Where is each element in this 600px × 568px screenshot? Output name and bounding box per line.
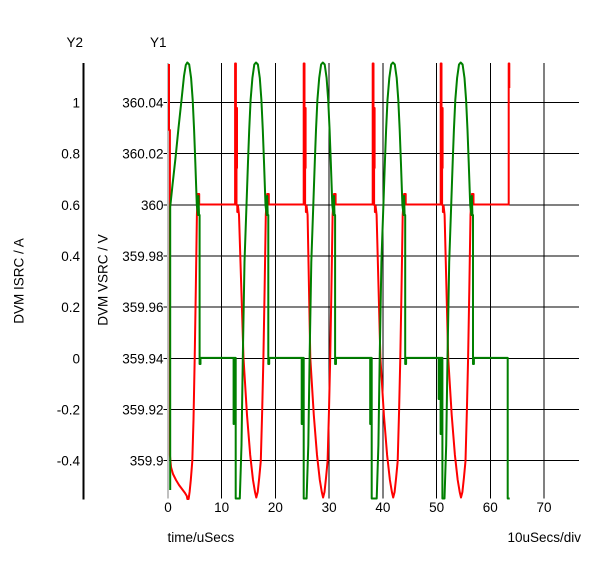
- svg-text:0.8: 0.8: [61, 147, 80, 162]
- svg-text:-0.2: -0.2: [57, 402, 80, 417]
- svg-text:Y2: Y2: [67, 35, 84, 50]
- svg-text:0: 0: [164, 500, 172, 515]
- svg-text:40: 40: [375, 500, 390, 515]
- svg-text:0.6: 0.6: [61, 198, 80, 213]
- svg-text:359.94: 359.94: [122, 351, 164, 366]
- svg-text:Y1: Y1: [150, 35, 167, 50]
- svg-text:10: 10: [214, 500, 229, 515]
- svg-text:50: 50: [429, 500, 444, 515]
- svg-text:359.9: 359.9: [130, 454, 164, 469]
- svg-text:0.2: 0.2: [61, 300, 80, 315]
- svg-text:30: 30: [322, 500, 337, 515]
- svg-text:359.92: 359.92: [122, 402, 163, 417]
- svg-text:360: 360: [141, 198, 164, 213]
- svg-text:20: 20: [268, 500, 283, 515]
- svg-text:DVM ISRC / A: DVM ISRC / A: [12, 238, 27, 324]
- svg-text:360.04: 360.04: [122, 96, 164, 111]
- svg-text:359.98: 359.98: [122, 249, 163, 264]
- svg-text:60: 60: [483, 500, 498, 515]
- svg-text:DVM VSRC / V: DVM VSRC / V: [96, 234, 111, 326]
- svg-text:70: 70: [536, 500, 551, 515]
- svg-text:0: 0: [72, 351, 80, 366]
- svg-text:360.02: 360.02: [122, 147, 163, 162]
- svg-text:0.4: 0.4: [61, 249, 80, 264]
- svg-text:10uSecs/div: 10uSecs/div: [508, 530, 582, 545]
- svg-text:359.96: 359.96: [122, 300, 163, 315]
- svg-text:1: 1: [72, 96, 80, 111]
- svg-text:-0.4: -0.4: [57, 454, 81, 469]
- svg-text:time/uSecs: time/uSecs: [168, 530, 235, 545]
